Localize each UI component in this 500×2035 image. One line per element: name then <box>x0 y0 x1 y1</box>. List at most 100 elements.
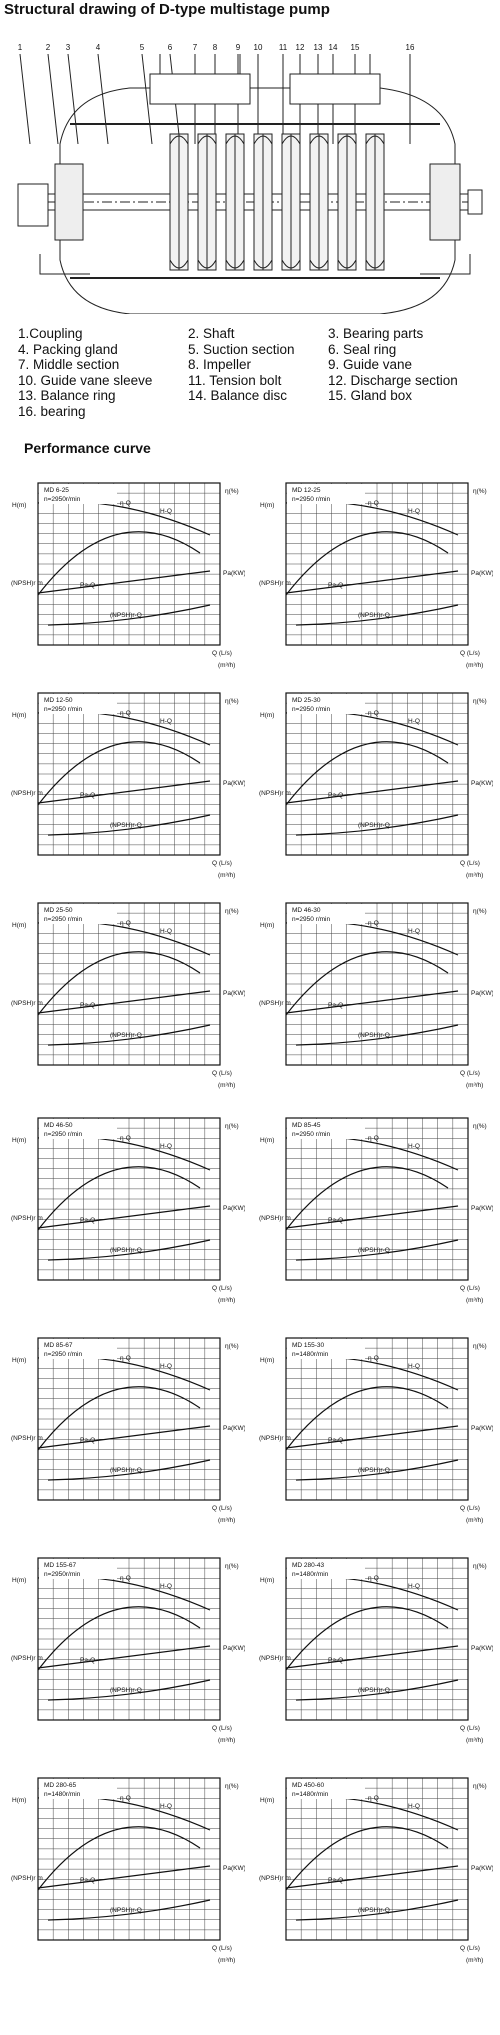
performance-chart: MD 280-65 n=1480r/min H(m) η(%) (NPSH)r m Pa(… <box>10 1770 245 1970</box>
curve-eff-label: η-Q <box>368 920 379 927</box>
q-m3h-label: (m³/h) <box>466 1517 483 1524</box>
curve-eff-q <box>37 1166 201 1231</box>
eff-axis-label: η(%) <box>473 908 487 915</box>
curve-pa-q <box>37 1645 211 1669</box>
part-label: 8. Impeller <box>188 357 252 373</box>
chart-speed: n=2950 r/min <box>292 916 331 923</box>
head-axis-label: H(m) <box>12 922 26 929</box>
chart-speed: n=2950 r/min <box>292 1131 331 1138</box>
q-m3h-label: (m³/h) <box>218 662 235 669</box>
curve-pa-q <box>285 1425 459 1449</box>
power-axis-label: Pa(KW) <box>223 570 245 577</box>
curve-npsh-q <box>295 1459 459 1481</box>
chart-model: MD 25-50 <box>44 907 73 914</box>
curve-h-label: H-Q <box>408 928 420 935</box>
curve-npsh-q <box>47 1024 211 1046</box>
npsh-axis-label: (NPSH)r m <box>259 1875 291 1882</box>
q-m3h-label: (m³/h) <box>218 1297 235 1304</box>
q-ls-label: Q (L/s) <box>212 860 232 867</box>
curve-pa-q <box>37 1205 211 1229</box>
chart-speed: n=2950 r/min <box>44 916 83 923</box>
callout-16: 16 <box>406 43 415 52</box>
part-label: 5. Suction section <box>188 341 295 357</box>
head-axis-label: H(m) <box>12 712 26 719</box>
npsh-axis-label: (NPSH)r m <box>259 1215 291 1222</box>
performance-chart: MD 46-50 n=2950 r/min H(m) η(%) (NPSH)r m Pa(… <box>10 1110 245 1310</box>
performance-title: Performance curve <box>24 440 151 456</box>
chart-model: MD 155-30 <box>292 1342 325 1349</box>
curve-npsh-label: (NPSH)r-Q <box>110 1032 142 1039</box>
q-ls-label: Q (L/s) <box>460 1725 480 1732</box>
head-axis-label: H(m) <box>12 1577 26 1584</box>
part-label: 13. Balance ring <box>18 388 116 404</box>
curve-eff-q <box>285 531 449 596</box>
curve-npsh-label: (NPSH)r-Q <box>358 1907 390 1914</box>
power-axis-label: Pa(KW) <box>471 990 493 997</box>
chart-speed: n=2950 r/min <box>292 706 331 713</box>
q-ls-label: Q (L/s) <box>212 1945 232 1952</box>
q-ls-label: Q (L/s) <box>460 1945 480 1952</box>
chart-speed: n=1480r/min <box>292 1351 329 1358</box>
part-label: 3. Bearing parts <box>328 326 424 341</box>
curve-npsh-q <box>47 1459 211 1481</box>
part-label: 12. Discharge section <box>328 372 458 388</box>
curve-npsh-label: (NPSH)r-Q <box>110 1687 142 1694</box>
q-ls-label: Q (L/s) <box>460 860 480 867</box>
curve-eff-label: η-Q <box>368 1355 379 1362</box>
callout-7: 7 <box>193 43 198 52</box>
chart-model: MD 46-30 <box>292 907 321 914</box>
eff-axis-label: η(%) <box>473 1783 487 1790</box>
chart-model: MD 85-67 <box>44 1342 73 1349</box>
curve-h-label: H-Q <box>160 718 172 725</box>
part-label: 4. Packing gland <box>18 341 118 357</box>
curve-h-label: H-Q <box>408 1363 420 1370</box>
curve-eff-q <box>37 1826 201 1891</box>
curve-npsh-label: (NPSH)r-Q <box>358 1247 390 1254</box>
chart-svg: MD 280-43 n=1480r/min H(m) η(%) (NPSH)r m Pa(… <box>259 1557 493 1744</box>
eff-axis-label: η(%) <box>225 1563 239 1570</box>
eff-axis-label: η(%) <box>225 1783 239 1790</box>
eff-axis-label: η(%) <box>225 698 239 705</box>
curve-pa-label: Pa-Q <box>80 1437 95 1444</box>
curve-pa-label: Pa-Q <box>80 1657 95 1664</box>
power-axis-label: Pa(KW) <box>223 990 245 997</box>
callout-13: 13 <box>314 43 323 52</box>
part-label: 11. Tension bolt <box>188 372 282 388</box>
curve-npsh-label: (NPSH)r-Q <box>358 1687 390 1694</box>
performance-chart: MD 280-43 n=1480r/min H(m) η(%) (NPSH)r m Pa(… <box>258 1550 493 1750</box>
q-m3h-label: (m³/h) <box>218 1957 235 1964</box>
page-title: Structural drawing of D-type multistage … <box>4 1 330 18</box>
curve-h-label: H-Q <box>160 1363 172 1370</box>
q-m3h-label: (m³/h) <box>466 662 483 669</box>
curve-pa-q <box>37 1865 211 1889</box>
curve-eff-q <box>285 1826 449 1891</box>
eff-axis-label: η(%) <box>473 698 487 705</box>
q-m3h-label: (m³/h) <box>218 1082 235 1089</box>
parts-row: 4. Packing gland 5. Suction section 6. Sea… <box>18 342 498 358</box>
curve-eff-label: η-Q <box>368 1135 379 1142</box>
pump-drawing-svg: 1 2 3 4 5 6 7 8 9 10 11 12 13 14 15 16 <box>17 43 483 315</box>
q-ls-label: Q (L/s) <box>460 1285 480 1292</box>
curve-pa-label: Pa-Q <box>328 582 343 589</box>
curve-eff-label: η-Q <box>120 1575 131 1582</box>
curve-eff-label: η-Q <box>368 1575 379 1582</box>
curve-pa-label: Pa-Q <box>328 792 343 799</box>
curve-eff-label: η-Q <box>120 710 131 717</box>
curve-npsh-q <box>295 1024 459 1046</box>
curve-npsh-q <box>295 1679 459 1701</box>
curve-pa-label: Pa-Q <box>328 1877 343 1884</box>
chart-model: MD 280-65 <box>44 1782 77 1789</box>
q-ls-label: Q (L/s) <box>212 1725 232 1732</box>
curve-pa-label: Pa-Q <box>328 1657 343 1664</box>
callout-9: 9 <box>236 43 241 52</box>
npsh-axis-label: (NPSH)r m <box>11 1655 43 1662</box>
curve-eff-label: η-Q <box>368 500 379 507</box>
q-ls-label: Q (L/s) <box>212 1505 232 1512</box>
npsh-axis-label: (NPSH)r m <box>259 1435 291 1442</box>
curve-npsh-q <box>295 604 459 626</box>
chart-speed: n=2950 r/min <box>44 706 83 713</box>
callout-6: 6 <box>168 43 173 52</box>
chart-model: MD 155-67 <box>44 1562 77 1569</box>
curve-pa-label: Pa-Q <box>328 1437 343 1444</box>
power-axis-label: Pa(KW) <box>471 1865 493 1872</box>
